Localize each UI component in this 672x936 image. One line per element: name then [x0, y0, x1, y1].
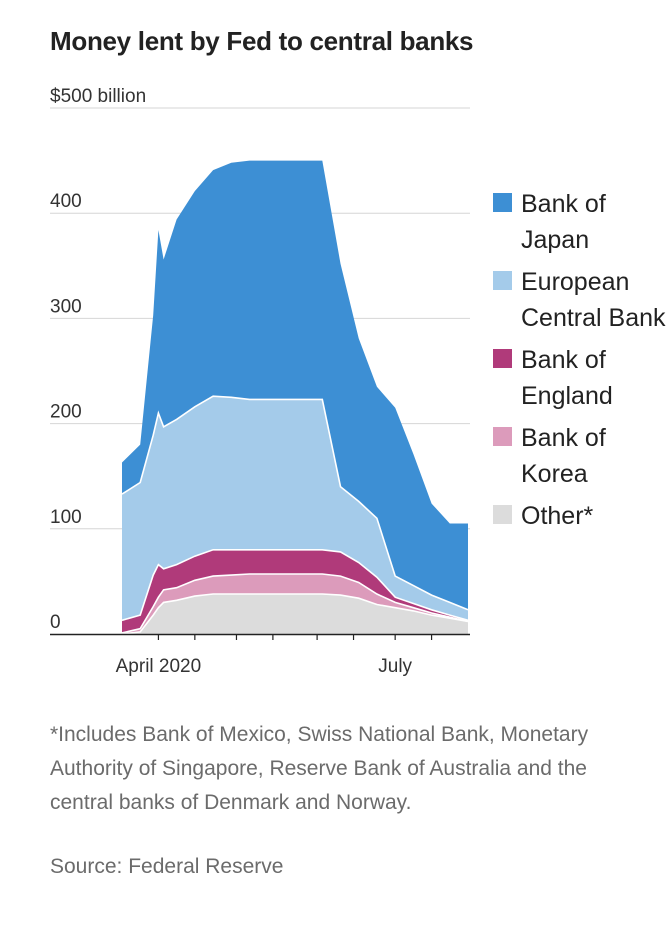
- legend-swatch: [493, 193, 512, 212]
- legend-swatch: [493, 271, 512, 290]
- y-axis-tick-labels: 0 100 200 300 400 $500 billion: [50, 86, 146, 633]
- legend-label: Other*: [521, 502, 594, 530]
- series-separator: [121, 573, 469, 634]
- chart-title: Money lent by Fed to central banks: [50, 26, 474, 56]
- legend-label: Bank of England: [521, 346, 613, 410]
- y-tick-label: 200: [50, 402, 82, 423]
- area-bank-of-korea: [122, 574, 468, 634]
- x-axis-tick-labels: April 2020 July: [116, 656, 413, 677]
- y-tick-label: 100: [50, 507, 82, 528]
- y-tick-label: 0: [50, 612, 61, 633]
- series-separator: [121, 395, 469, 611]
- legend-item: European Central Bank: [493, 264, 669, 336]
- area-bank-of-england: [122, 549, 468, 633]
- y-tick-label: 400: [50, 191, 82, 212]
- y-tick-label: $500 billion: [50, 86, 146, 107]
- legend-label: Bank of Korea: [521, 424, 606, 488]
- legend-item: Bank of England: [493, 342, 669, 414]
- x-tick-label: April 2020: [116, 656, 202, 677]
- legend-label: European Central Bank: [521, 268, 666, 332]
- area-series: [121, 160, 469, 635]
- area-european-central-bank: [122, 396, 468, 621]
- legend-item: Bank of Japan: [493, 186, 669, 258]
- source-note: Source: Federal Reserve: [50, 855, 284, 878]
- area-bank-of-japan: [122, 160, 468, 610]
- legend: Bank of Japan European Central Bank Bank o…: [493, 186, 669, 540]
- legend-label: Bank of Japan: [521, 190, 606, 254]
- legend-swatch: [493, 505, 512, 524]
- x-tick-label: July: [378, 656, 412, 677]
- x-axis: [50, 633, 470, 640]
- legend-swatch: [493, 427, 512, 446]
- legend-item: Other*: [493, 498, 669, 534]
- series-separator: [121, 593, 469, 635]
- series-separator: [121, 549, 469, 622]
- legend-item: Bank of Korea: [493, 420, 669, 492]
- area-other: [122, 594, 468, 634]
- y-tick-label: 300: [50, 296, 82, 317]
- footnote: *Includes Bank of Mexico, Swiss National…: [50, 723, 589, 814]
- legend-swatch: [493, 349, 512, 368]
